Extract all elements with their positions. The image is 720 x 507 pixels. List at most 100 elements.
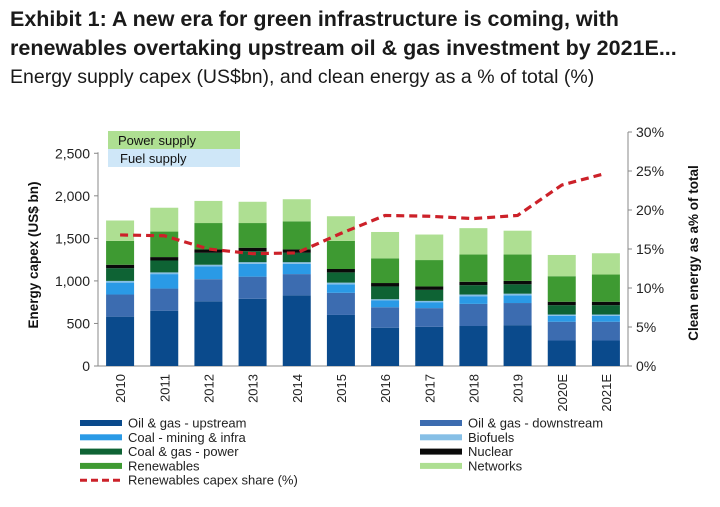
bar-segment-nuclear [503, 280, 532, 285]
bar-segment-oil-gas-upstream [194, 301, 223, 366]
bar-segment-nuclear [326, 268, 355, 273]
bar-segment-coal-gas-power [282, 252, 311, 263]
legend-label: Renewables capex share (%) [128, 473, 298, 488]
right-axis-title: Clean energy as a% of total [686, 165, 701, 341]
right-axis-tick-label: 20% [636, 202, 664, 218]
bar-segment-renewables [547, 276, 576, 302]
left-axis-tick-label: 2,500 [55, 145, 90, 161]
x-axis-tick-label: 2017 [422, 374, 437, 403]
right-axis-tick-label: 30% [636, 124, 664, 140]
fuel-supply-label: Fuel supply [120, 151, 187, 166]
bar-segment-networks [547, 254, 576, 277]
bar-segment-coal-gas-power [459, 285, 488, 295]
bar-segment-coal-gas-power [326, 272, 355, 283]
bar-segment-coal-mining-infra [194, 266, 223, 280]
bar-segment-nuclear [194, 249, 223, 253]
bar-segment-oil-gas-downstream [150, 288, 179, 311]
bar-segment-coal-mining-infra [503, 295, 532, 304]
bar-segment-networks [238, 201, 267, 224]
x-axis-tick-label: 2016 [378, 374, 393, 403]
chart-subtitle: Energy supply capex (US$bn), and clean e… [10, 66, 595, 88]
bar-segment-networks [459, 228, 488, 255]
bar-segment-renewables [106, 240, 135, 265]
bar-segment-nuclear [150, 257, 179, 261]
legend-label: Renewables [128, 458, 200, 473]
bar-segment-biofuels [194, 264, 223, 267]
bar-segment-networks [282, 199, 311, 222]
bar-segment-oil-gas-downstream [459, 303, 488, 327]
bar-segment-oil-gas-downstream [194, 279, 223, 302]
bar-segment-networks [106, 220, 135, 241]
bar-segment-coal-gas-power [238, 251, 267, 263]
bar-segment-oil-gas-upstream [459, 326, 488, 366]
bar-segment-oil-gas-downstream [371, 307, 400, 328]
bar-segment-biofuels [547, 314, 576, 316]
bar-segment-biofuels [106, 280, 135, 283]
left-axis-tick-label: 1,500 [55, 230, 90, 246]
right-axis-tick-label: 5% [636, 319, 656, 335]
bar-segment-networks [415, 234, 444, 261]
legend-swatch-networks [420, 462, 462, 469]
x-axis-tick-label: 2011 [157, 374, 172, 402]
bar-segment-biofuels [371, 299, 400, 301]
x-axis-tick-label: 2020E [555, 374, 570, 412]
right-axis-tick-label: 10% [636, 280, 664, 296]
right-axis-tick-label: 0% [636, 358, 656, 374]
bar-segment-coal-mining-infra [415, 302, 444, 309]
bar-segment-coal-mining-infra [238, 263, 267, 277]
bar-segment-oil-gas-upstream [282, 295, 311, 366]
x-axis-tick-label: 2015 [334, 374, 349, 403]
left-axis-tick-label: 2,000 [55, 188, 90, 204]
bar-segment-renewables [282, 221, 311, 250]
legend-label: Biofuels [468, 430, 515, 445]
bar-segment-biofuels [503, 293, 532, 296]
legend-swatch-coal-gas-power [80, 448, 122, 455]
bar-segment-oil-gas-upstream [591, 340, 620, 366]
bar-segment-nuclear [547, 301, 576, 306]
bar-segment-nuclear [106, 264, 135, 269]
bar-segment-coal-mining-infra [106, 282, 135, 295]
x-axis-tick-label: 2010 [113, 374, 128, 403]
bar-segment-oil-gas-upstream [150, 310, 179, 366]
bar-segment-biofuels [238, 262, 267, 264]
x-axis-tick-label: 2012 [201, 374, 216, 403]
bar-segment-biofuels [282, 262, 311, 264]
x-axis-tick-label: 2014 [290, 374, 305, 403]
bar-segment-oil-gas-downstream [282, 274, 311, 296]
bar-segment-renewables [371, 258, 400, 284]
bar-segment-renewables [415, 260, 444, 287]
left-axis-tick-label: 500 [67, 315, 91, 331]
right-axis-tick-label: 15% [636, 241, 664, 257]
bar-segment-oil-gas-downstream [547, 321, 576, 341]
left-axis-title: Energy capex (US$ bn) [26, 181, 41, 328]
bar-segment-coal-mining-infra [459, 296, 488, 304]
bar-segment-oil-gas-upstream [238, 298, 267, 366]
bar-segment-biofuels [415, 300, 444, 303]
bar-segment-coal-mining-infra [282, 263, 311, 275]
bar-segment-biofuels [326, 282, 355, 285]
bar-segment-oil-gas-upstream [371, 327, 400, 366]
bar-segment-oil-gas-upstream [415, 326, 444, 366]
legend-swatch-oil-gas-upstream [80, 420, 122, 426]
right-axis-tick-label: 25% [636, 163, 664, 179]
legend-label: Oil & gas - downstream [468, 416, 603, 431]
bar-segment-nuclear [238, 247, 267, 252]
legend-label: Networks [468, 458, 523, 473]
bar-segment-renewables [503, 254, 532, 281]
x-axis-tick-label: 2019 [511, 374, 526, 403]
exhibit-title-line-1: Exhibit 1: A new era for green infrastru… [10, 7, 619, 31]
bar-segment-coal-gas-power [106, 268, 135, 281]
bar-segment-oil-gas-downstream [106, 294, 135, 317]
bar-segment-renewables [326, 240, 355, 269]
bar-segment-networks [194, 200, 223, 224]
power-supply-label: Power supply [118, 133, 197, 148]
x-axis-tick-label: 2013 [246, 374, 261, 403]
power-supply-label-box [108, 131, 240, 149]
bar-segment-coal-gas-power [415, 289, 444, 301]
bar-segment-coal-gas-power [503, 284, 532, 294]
legend-swatch-renewables [80, 462, 122, 469]
bar-segment-networks [591, 253, 620, 275]
bar-segment-oil-gas-downstream [326, 292, 355, 315]
bar-segment-coal-gas-power [194, 252, 223, 265]
bar-segment-networks [371, 231, 400, 259]
